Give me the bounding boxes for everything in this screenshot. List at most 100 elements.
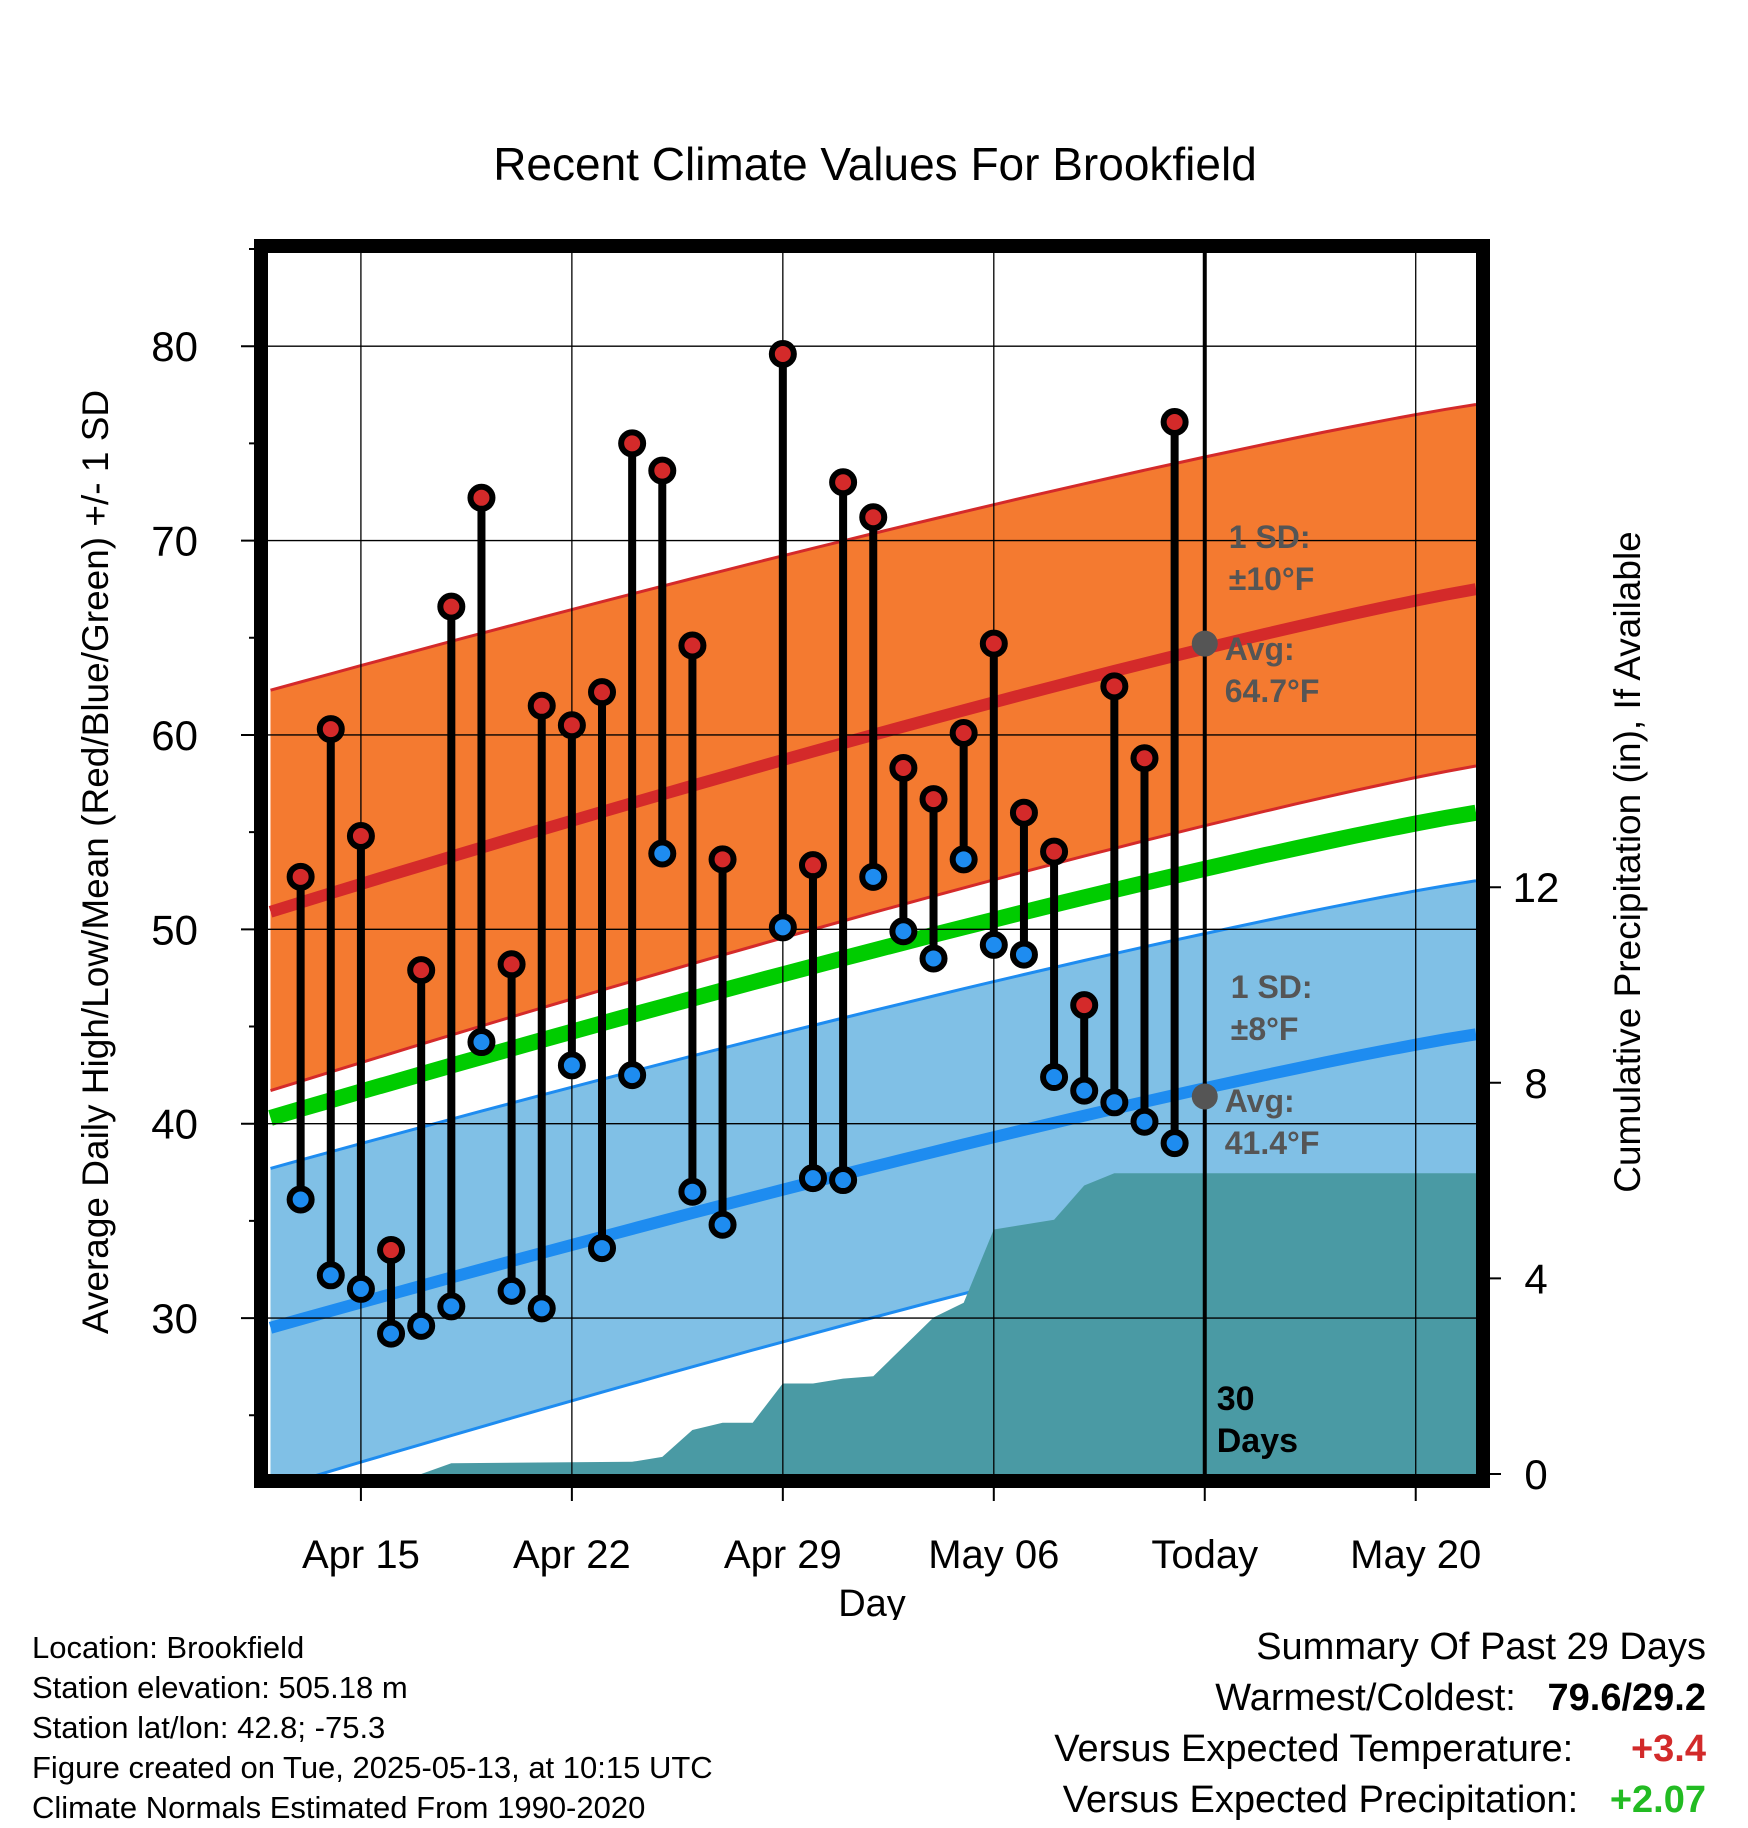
high-point [618,429,647,458]
warm-cold-label: Warmest/Coldest: [1215,1677,1516,1719]
y-axis-label: Average Daily High/Low/Mean (Red/Blue/Gr… [75,390,116,1334]
y2-tick-label: 0 [1524,1451,1547,1498]
x-tick-label: May 06 [928,1533,1059,1577]
high-point [1130,744,1159,773]
x-tick-label: Apr 22 [513,1533,631,1577]
latlon-text: Station lat/lon: 42.8; -75.3 [32,1710,386,1745]
high-point [1040,837,1069,866]
high-point [588,678,617,707]
high-point [557,711,586,740]
summary-warm-cold: Warmest/Coldest: 79.6/29.2 [1054,1673,1706,1724]
summary-title: Summary Of Past 29 Days [1256,1626,1706,1668]
low-point [1070,1076,1099,1105]
avg-mean-line [268,804,1476,1126]
high-point [708,845,737,874]
high-point [648,456,677,485]
low-point [527,1294,556,1323]
low-point [316,1261,345,1290]
low-point [1100,1088,1129,1117]
y-tick-label: 80 [151,323,198,370]
low-sd-label: 1 SD: [1231,969,1313,1005]
high-point [1160,407,1189,436]
high-point [467,483,496,512]
low-point [919,944,948,973]
y2-axis-label: Cumulative Precipitation (in), If Availa… [1607,531,1648,1193]
low-point [648,839,677,868]
high-point [889,753,918,782]
high-point [527,691,556,720]
high-point [437,592,466,621]
today-days-label: Days [1217,1422,1298,1460]
summary-panel: Summary Of Past 29 Days Warmest/Coldest:… [1054,1622,1706,1826]
created-text: Figure created on Tue, 2025-05-13, at 10… [32,1750,713,1785]
y2-axis: 0 4 8 12 Cumulative Precipitation (in), If A… [1483,531,1648,1498]
low-point [708,1210,737,1239]
y2-tick-label: 4 [1524,1255,1547,1302]
normals-text: Climate Normals Estimated From 1990-2020 [32,1790,646,1825]
high-point [979,629,1008,658]
high-point [949,718,978,747]
high-point [497,950,526,979]
low-point [286,1185,315,1214]
y-tick-label: 70 [151,518,198,565]
low-point [829,1166,858,1195]
low-point [497,1276,526,1305]
precip-value: +2.07 [1609,1779,1706,1821]
low-point [1009,940,1038,969]
y2-tick-label: 8 [1524,1060,1547,1107]
low-point [346,1274,375,1303]
low-point [407,1311,436,1340]
x-tick-label: Today [1151,1533,1258,1577]
temp-label: Versus Expected Temperature: [1054,1728,1574,1770]
low-point [618,1061,647,1090]
location-text: Location: Brookfield [32,1630,305,1665]
plot-area: 1 SD: ±10°F Avg: 64.7°F 1 SD: ±8°F Avg: 41.4°F 3… [268,253,1476,1474]
high-point [919,785,948,814]
y-axis: 30 40 50 60 70 80 Average Daily High/Low/Mean … [75,248,261,1417]
low-point [859,862,888,891]
high-point [377,1236,406,1265]
low-point [949,845,978,874]
low-point [588,1234,617,1263]
high-point [1100,672,1129,701]
precip-label: Versus Expected Precipitation: [1062,1779,1579,1821]
low-point [889,917,918,946]
high-avg-label: Avg: [1225,631,1295,667]
y-tick-label: 30 [151,1295,198,1342]
high-sd-value: ±10°F [1229,561,1315,597]
low-point [557,1051,586,1080]
x-tick-label: Apr 15 [302,1533,420,1577]
station-info: Location: Brookfield Station elevation: … [32,1628,713,1828]
x-tick-label: May 20 [1350,1533,1481,1577]
today-low-avg-marker [1191,1083,1218,1110]
low-point [1130,1107,1159,1136]
high-point [829,468,858,497]
high-point [286,862,315,891]
high-point [859,503,888,532]
low-point [798,1164,827,1193]
elevation-text: Station elevation: 505.18 m [32,1670,408,1705]
avg-low-line [268,1028,1476,1334]
summary-temp: Versus Expected Temperature: +3.4 [1054,1724,1706,1775]
low-sd-value: ±8°F [1231,1011,1299,1047]
climate-chart: Recent Climate Values For Brookfield 1 S… [75,138,1648,1620]
summary-precip: Versus Expected Precipitation: +2.07 [1054,1775,1706,1826]
high-sd-label: 1 SD: [1229,519,1311,555]
high-point [1070,991,1099,1020]
x-axis-label: Day [838,1583,906,1620]
x-axis: Apr 15 Apr 22 Apr 29 May 06 Today May 20 Day [302,1481,1481,1620]
high-band-lower-edge [270,764,1476,1093]
today-days-count: 30 [1217,1380,1255,1418]
low-point [377,1319,406,1348]
y2-tick-label: 12 [1513,864,1560,911]
low-point [768,913,797,942]
high-point [316,715,345,744]
y-tick-label: 40 [151,1101,198,1148]
y-tick-label: 50 [151,906,198,953]
precip-area [270,1173,1476,1474]
chart-title: Recent Climate Values For Brookfield [493,138,1257,190]
plot-frame [254,239,1490,1488]
high-point [678,631,707,660]
high-point [1009,798,1038,827]
high-point [768,339,797,368]
